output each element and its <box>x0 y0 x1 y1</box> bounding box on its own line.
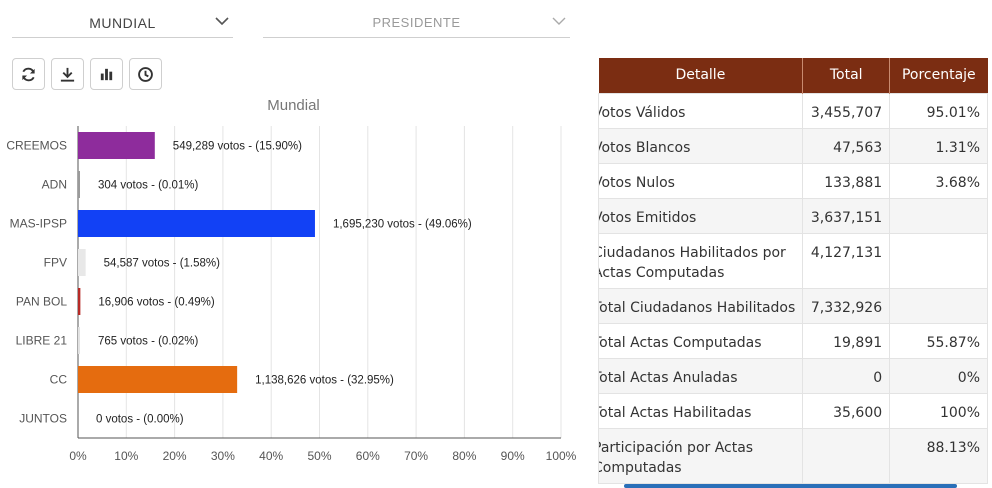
x-tick-label: 80% <box>452 449 476 463</box>
data-label: 1,695,230 votos - (49.06%) <box>333 219 472 231</box>
row-total: 4,127,131 <box>802 232 891 289</box>
office-select-value: PRESIDENTE <box>372 15 461 30</box>
x-tick-label: 60% <box>356 449 380 463</box>
category-label: FPV <box>44 256 67 270</box>
table-row: Votos Blancos 47,563 1.31% <box>598 127 988 164</box>
row-pct: 1.31% <box>889 127 988 164</box>
x-tick-label: 40% <box>259 449 283 463</box>
header-total: Total <box>802 58 891 93</box>
chevron-down-icon <box>215 17 229 26</box>
row-label: Votos Emitidos <box>598 209 697 226</box>
row-total: 133,881 <box>802 162 891 199</box>
chart-title: Mundial <box>267 97 320 114</box>
row-label: Total Actas Computadas <box>598 334 762 351</box>
row-label: Total Actas Habilitadas <box>598 404 752 421</box>
x-tick-label: 10% <box>114 449 138 463</box>
x-tick-label: 100% <box>546 449 577 463</box>
bar-adn <box>78 171 80 198</box>
data-label: 0 votos - (0.00%) <box>96 414 184 426</box>
table-row: Total Actas Computadas 19,891 55.87% <box>598 322 988 359</box>
row-pct: 88.13% <box>889 427 988 484</box>
data-label: 765 votos - (0.02%) <box>98 336 199 348</box>
row-label: Ciudadanos Habilitados por Actas Computa… <box>598 244 786 281</box>
table-row: Votos Nulos 133,881 3.68% <box>598 162 988 199</box>
x-tick-label: 50% <box>307 449 331 463</box>
row-pct: 0% <box>889 357 988 394</box>
bar-cc <box>78 366 238 393</box>
download-button[interactable] <box>51 58 84 90</box>
table-row: Votos Válidos 3,455,707 95.01% <box>598 92 988 129</box>
chart-toolbar <box>12 58 162 90</box>
category-label: JUNTOS <box>19 412 67 426</box>
row-total: 3,455,707 <box>802 92 891 129</box>
region-select[interactable]: MUNDIAL <box>12 8 233 38</box>
bar-chart-icon <box>100 68 113 80</box>
table-row: Participación por Actas Computadas 88.13… <box>598 427 988 484</box>
row-label: Votos Válidos <box>598 104 686 121</box>
refresh-icon <box>22 67 35 81</box>
region-select-value: MUNDIAL <box>89 14 156 31</box>
data-label: 54,587 votos - (1.58%) <box>104 258 221 270</box>
row-total: 35,600 <box>802 392 891 429</box>
table-row: Total Actas Anuladas 0 0% <box>598 357 988 394</box>
category-label: LIBRE 21 <box>16 334 68 348</box>
x-tick-label: 70% <box>404 449 428 463</box>
row-total: 0 <box>802 357 891 394</box>
office-select[interactable]: PRESIDENTE <box>263 8 570 38</box>
chevron-down-icon <box>552 17 566 25</box>
category-label: PAN BOL <box>16 295 67 309</box>
bar-mas-ipsp <box>78 210 315 237</box>
row-label: Total Actas Anuladas <box>598 369 738 386</box>
table-row: Total Actas Habilitadas 35,600 100% <box>598 392 988 429</box>
row-pct: 100% <box>889 392 988 429</box>
results-bar-chart: Mundial 0% 10% 20% 30% 40% 50% 60% 70% 80% 90% 100%… <box>6 97 577 463</box>
data-label: 1,138,626 votos - (32.95%) <box>255 375 394 387</box>
x-tick-label: 0% <box>69 449 87 463</box>
row-pct <box>889 287 988 324</box>
row-pct: 55.87% <box>889 322 988 359</box>
row-pct: 95.01% <box>889 92 988 129</box>
row-total: 19,891 <box>802 322 891 359</box>
data-label: 549,289 votos - (15.90%) <box>173 141 302 153</box>
row-pct: 3.68% <box>889 162 988 199</box>
header-porcentaje: Porcentaje <box>889 58 988 93</box>
row-pct <box>889 232 988 289</box>
x-tick-label: 30% <box>211 449 235 463</box>
download-icon <box>60 67 75 82</box>
row-label: Votos Nulos <box>598 174 675 191</box>
category-label: ADN <box>42 178 67 192</box>
data-label: 16,906 votos - (0.49%) <box>98 297 215 309</box>
refresh-button[interactable] <box>12 58 45 90</box>
data-label: 304 votos - (0.01%) <box>98 180 199 192</box>
results-summary-table: Detalle Total Porcentaje Votos Válidos 3… <box>598 58 988 488</box>
table-scroll-indicator[interactable] <box>624 484 957 488</box>
row-total <box>802 427 891 484</box>
bar-libre-21 <box>78 327 80 354</box>
history-button[interactable] <box>129 58 162 90</box>
bar-pan-bol <box>78 288 81 315</box>
row-total: 3,637,151 <box>802 197 891 234</box>
table-row: Votos Emitidos 3,637,151 <box>598 197 988 234</box>
category-label: MAS-IPSP <box>10 217 67 231</box>
row-total: 47,563 <box>802 127 891 164</box>
category-label: CREEMOS <box>6 139 67 153</box>
row-total: 7,332,926 <box>802 287 891 324</box>
chart-type-button[interactable] <box>90 58 123 90</box>
row-pct <box>889 197 988 234</box>
x-tick-label: 90% <box>501 449 525 463</box>
bar-fpv <box>78 249 86 276</box>
row-label: Total Ciudadanos Habilitados <box>598 299 796 316</box>
header-detalle: Detalle <box>598 58 804 93</box>
category-label: CC <box>50 373 68 387</box>
table-row: Total Ciudadanos Habilitados 7,332,926 <box>598 287 988 324</box>
table-row: Ciudadanos Habilitados por Actas Computa… <box>598 232 988 289</box>
bar-creemos <box>78 132 155 159</box>
row-label: Participación por Actas Computadas <box>598 439 754 476</box>
x-tick-label: 20% <box>163 449 187 463</box>
row-label: Votos Blancos <box>598 139 691 156</box>
clock-icon <box>138 66 153 82</box>
